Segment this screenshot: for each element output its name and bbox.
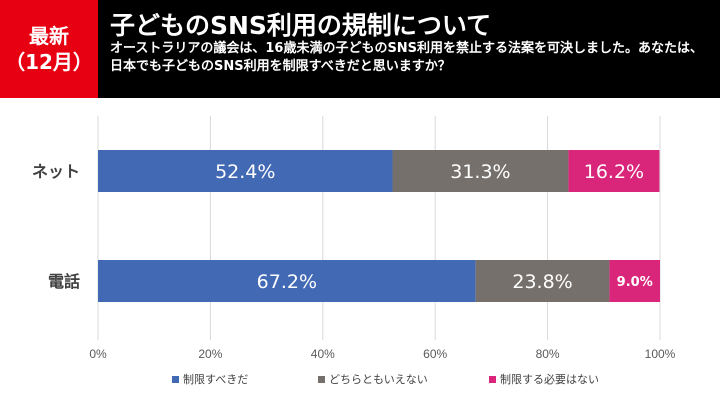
category-label: ネット bbox=[32, 162, 80, 181]
latest-badge: 最新 （12月） bbox=[0, 0, 98, 98]
x-tick-label: 80% bbox=[536, 347, 560, 361]
data-label: 23.8% bbox=[512, 271, 572, 293]
category-label: 電話 bbox=[48, 272, 80, 291]
legend-label: 制限する必要はない bbox=[500, 373, 599, 386]
legend-swatch bbox=[172, 376, 179, 383]
x-tick-label: 20% bbox=[198, 347, 222, 361]
bar-segment bbox=[568, 150, 660, 192]
bar-segment bbox=[609, 260, 660, 302]
bar-segment bbox=[98, 260, 476, 302]
header: 最新 （12月） 子どものSNS利用の規制について オーストラリアの議会は、16… bbox=[0, 0, 720, 98]
legend-label: どちらともいえない bbox=[329, 373, 428, 386]
data-label: 52.4% bbox=[215, 161, 275, 183]
badge-line1: 最新 bbox=[29, 24, 69, 48]
legend-swatch bbox=[489, 376, 496, 383]
bar-segment bbox=[392, 150, 569, 192]
bar-segment bbox=[475, 260, 610, 302]
bar-segment bbox=[98, 150, 393, 192]
x-tick-label: 0% bbox=[89, 347, 107, 361]
x-tick-label: 100% bbox=[645, 347, 676, 361]
legend-label: 制限すべきだ bbox=[183, 373, 248, 386]
data-label: 31.3% bbox=[450, 161, 510, 183]
data-label: 9.0% bbox=[617, 275, 653, 290]
x-tick-label: 40% bbox=[311, 347, 335, 361]
data-label: 67.2% bbox=[257, 271, 317, 293]
page-title: 子どものSNS利用の規制について bbox=[110, 11, 492, 40]
badge-line2: （12月） bbox=[5, 50, 93, 74]
legend-swatch bbox=[318, 376, 325, 383]
data-label: 16.2% bbox=[584, 161, 644, 183]
survey-question: オーストラリアの議会は、16歳未満の子どものSNS利用を禁止する法案を可決しまし… bbox=[110, 41, 704, 74]
x-tick-label: 60% bbox=[423, 347, 447, 361]
stacked-bar-chart: 0% 20% 40% 60% 80% 100% ネット 52.4% 31.3% 16.2% 電話 67… bbox=[32, 116, 676, 386]
